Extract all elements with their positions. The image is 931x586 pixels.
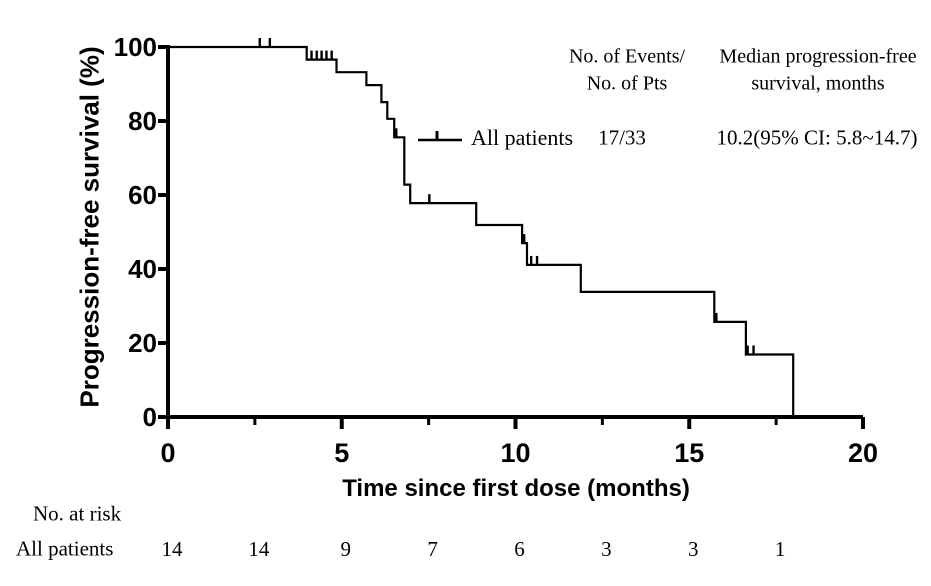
x-tick-label-20: 20 — [847, 438, 879, 468]
y-axis-title-text: Progression-free survival (%) — [74, 46, 105, 408]
at-risk-value-1: 14 — [248, 537, 270, 561]
median-header-line2: survival, months — [751, 72, 885, 95]
at-risk-row-label: All patients — [16, 536, 114, 561]
at-risk-value-2: 9 — [340, 537, 352, 561]
km-line-symbol-icon — [418, 131, 462, 142]
y-tick-label-40: 40 — [128, 254, 157, 284]
y-tick-label-80: 80 — [128, 106, 157, 136]
y-tick-label-60: 60 — [128, 180, 157, 210]
y-tick-label-0: 0 — [142, 402, 157, 432]
at-risk-value-4: 6 — [514, 537, 525, 561]
x-tick-label-5: 5 — [334, 438, 350, 468]
legend-median-value: 10.2(95% CI: 5.8~14.7) — [716, 125, 918, 150]
at-risk-title: No. at risk — [33, 501, 122, 526]
at-risk-value-6: 3 — [688, 537, 699, 561]
at-risk-value-5: 3 — [601, 537, 612, 561]
km-curve — [168, 45, 795, 417]
legend-series-label: All patients — [471, 125, 574, 150]
events-header-line1: No. of Events/ — [568, 45, 686, 68]
y-tick-label-20: 20 — [128, 328, 157, 358]
y-tick-label-100: 100 — [113, 32, 157, 62]
x-tick-label-15: 15 — [674, 438, 705, 468]
x-tick-label-10: 10 — [500, 438, 531, 468]
legend-events-value: 17/33 — [598, 125, 646, 150]
at-risk-value-7: 1 — [774, 537, 786, 561]
at-risk-value-0: 14 — [161, 537, 183, 561]
x-axis-title: Time since first dose (months) — [342, 475, 690, 502]
at-risk-value-3: 7 — [427, 537, 438, 561]
x-tick-label-0: 0 — [160, 438, 176, 468]
events-header-line2: No. of Pts — [586, 72, 668, 95]
median-header-line1: Median progression-free — [719, 45, 917, 68]
